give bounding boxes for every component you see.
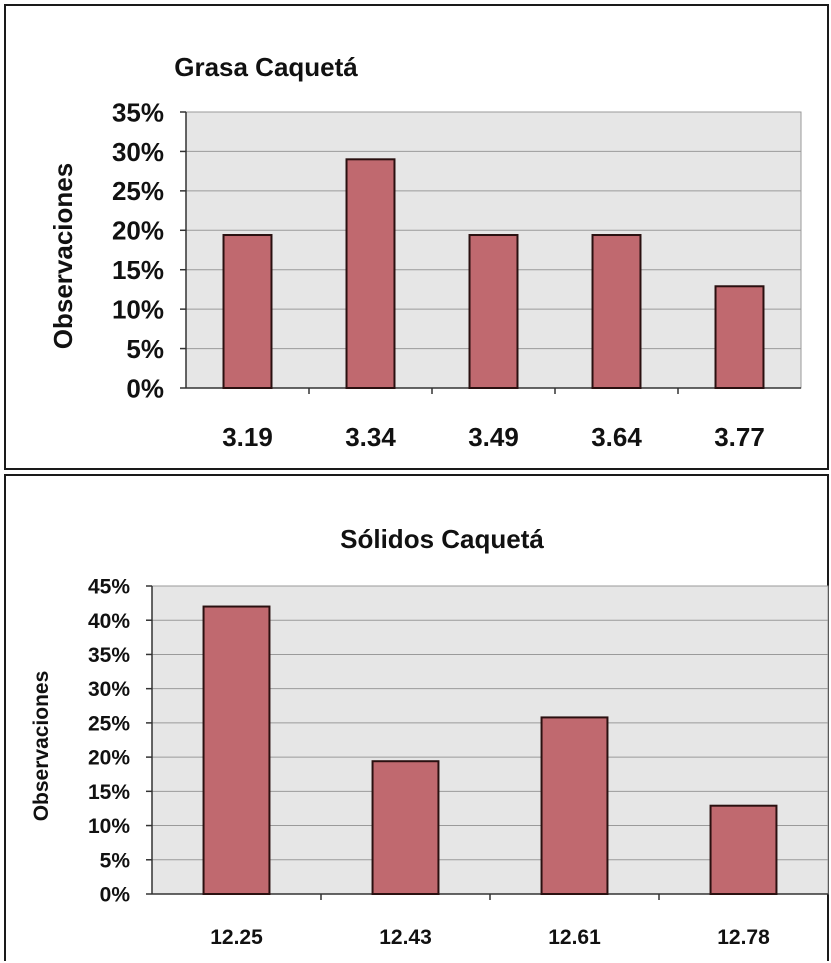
bar: [371, 760, 440, 895]
x-tick-label: 12.61: [548, 926, 601, 949]
solidos-chart-svg: Sólidos Caquetá Observaciones 0% 5% 10% 15%…: [30, 524, 829, 949]
y-tick-label: 0%: [100, 884, 131, 907]
y-tick-label: 5%: [100, 849, 131, 872]
bar: [222, 234, 273, 389]
y-axis-label: Observaciones: [48, 163, 78, 349]
y-tick-label: 25%: [112, 176, 164, 206]
y-tick-label: 15%: [112, 255, 164, 285]
y-tick-label: 10%: [112, 295, 164, 325]
y-tick-label: 0%: [126, 373, 164, 403]
x-tick-label: 12.78: [717, 926, 770, 949]
bar: [202, 605, 271, 896]
bar: [345, 158, 396, 389]
x-tick-label: 3.49: [468, 422, 519, 452]
y-tick-label: 35%: [112, 97, 164, 127]
x-tick-label: 3.77: [714, 422, 765, 452]
y-tick-label: 20%: [112, 216, 164, 246]
y-tick-label: 35%: [88, 644, 130, 667]
x-tick-label: 3.34: [345, 422, 396, 452]
bar: [468, 234, 519, 389]
plot-area: 0% 5% 10% 15% 20% 25% 30% 35% 40% 45% 12.25 12.43 12…: [88, 576, 829, 949]
y-tick-label: 20%: [88, 747, 130, 770]
x-tick-label: 3.64: [591, 422, 642, 452]
y-tick-label: 25%: [88, 712, 130, 735]
bar: [540, 716, 609, 895]
y-tick-label: 45%: [88, 576, 130, 599]
bar: [709, 804, 778, 895]
chart-panel-solidos: Sólidos Caquetá Observaciones 0% 5% 10% 15%…: [4, 474, 829, 961]
y-tick-label: 40%: [88, 610, 130, 633]
grasa-chart-svg: Grasa Caquetá Observaciones 0% 5% 10% 15% 20…: [48, 52, 802, 452]
y-tick-label: 30%: [88, 678, 130, 701]
y-tick-label: 5%: [126, 334, 164, 364]
plot-area: 0% 5% 10% 15% 20% 25% 30% 35% 3.19 3.34 3.49 3.64 3.…: [112, 97, 802, 452]
y-tick-label: 30%: [112, 137, 164, 167]
bar: [714, 285, 765, 390]
x-tick-label: 3.19: [222, 422, 273, 452]
chart-title: Sólidos Caquetá: [340, 524, 544, 554]
x-tick-label: 12.43: [379, 926, 432, 949]
y-tick-label: 10%: [88, 815, 130, 838]
chart-title: Grasa Caquetá: [174, 52, 358, 82]
y-axis-label: Observaciones: [30, 671, 53, 822]
x-tick-label: 12.25: [210, 926, 263, 949]
y-tick-label: 15%: [88, 781, 130, 804]
bar: [591, 234, 642, 389]
chart-panel-grasa: Grasa Caquetá Observaciones 0% 5% 10% 15% 20…: [4, 4, 829, 470]
